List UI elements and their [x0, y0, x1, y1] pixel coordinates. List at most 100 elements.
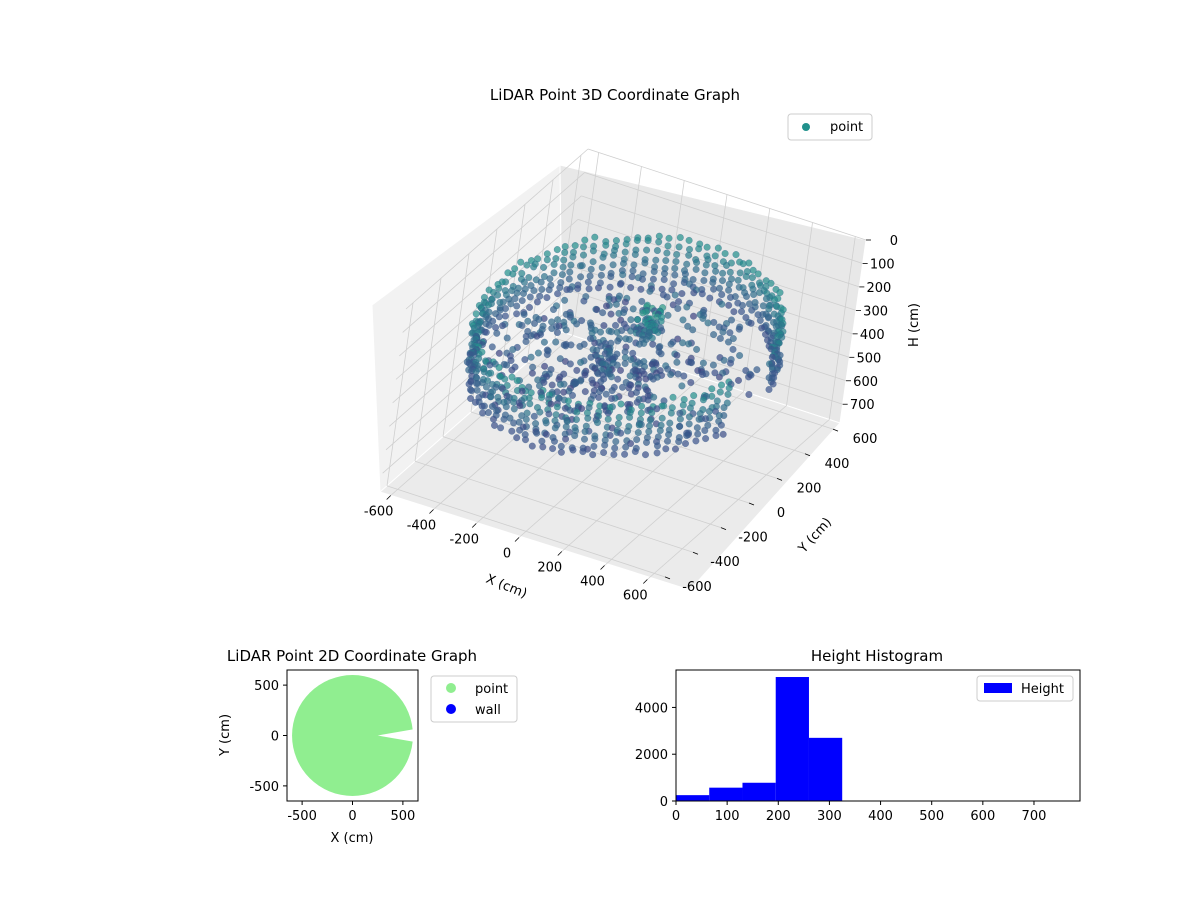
point-3d: [600, 322, 608, 330]
y-tick-label-3d: -600: [682, 580, 712, 595]
point-3d: [685, 236, 693, 244]
point-3d: [669, 393, 677, 401]
point-3d: [621, 348, 629, 356]
point-3d: [521, 356, 529, 364]
point-3d: [562, 342, 570, 350]
point-3d: [683, 431, 691, 440]
point-3d: [649, 375, 657, 383]
y-tick-label-2d: 500: [254, 679, 279, 694]
x-tick-label-histogram: 0: [672, 809, 680, 824]
point-3d: [732, 251, 740, 259]
point-3d: [530, 319, 539, 327]
point-3d: [543, 294, 551, 302]
legend-label-point-3d: point: [830, 120, 863, 135]
point-3d: [736, 351, 744, 360]
grid-line-y: [386, 302, 414, 486]
point-3d: [472, 310, 480, 318]
y-tick-label-3d: 0: [777, 506, 785, 521]
point-3d: [675, 298, 683, 306]
z-tick-label-3d: 0: [890, 234, 898, 249]
point-3d: [587, 265, 595, 273]
z-tick-label-3d: 700: [850, 398, 875, 413]
point-3d: [637, 409, 645, 417]
point-3d: [610, 450, 618, 459]
point-3d: [501, 375, 509, 383]
point-3d: [548, 324, 556, 333]
point-3d: [737, 308, 746, 316]
point-3d: [656, 426, 664, 435]
point-3d: [519, 289, 528, 298]
point-3d: [689, 326, 697, 334]
histogram-title: Height Histogram: [811, 647, 943, 665]
point-3d: [553, 403, 561, 411]
point-3d: [663, 293, 671, 301]
point-3d: [545, 410, 553, 418]
point-3d: [701, 426, 709, 435]
point-3d: [759, 302, 767, 310]
point-3d: [613, 328, 621, 336]
point-3d: [596, 328, 605, 336]
point-3d: [634, 429, 642, 437]
grid-line-z: [405, 148, 589, 310]
point-3d: [612, 300, 620, 308]
point-3d: [675, 438, 683, 446]
point-3d: [674, 304, 682, 313]
point-3d: [604, 409, 612, 417]
point-3d: [545, 286, 553, 294]
point-3d: [663, 437, 672, 445]
point-3d: [685, 251, 693, 259]
point-3d: [485, 321, 493, 329]
histogram-bar: [742, 782, 776, 801]
point-3d: [649, 275, 657, 283]
point-3d: [660, 276, 668, 284]
point-3d: [735, 325, 743, 333]
point-3d: [692, 265, 700, 273]
point-3d: [694, 430, 702, 438]
point-3d: [533, 429, 541, 437]
x-tick-label-3d: -200: [449, 533, 479, 548]
point-3d: [563, 286, 571, 294]
point-3d: [520, 278, 528, 286]
point-3d: [621, 298, 629, 306]
point-3d: [533, 298, 541, 306]
point-3d: [502, 403, 510, 411]
point-3d: [566, 360, 574, 368]
point-3d: [664, 365, 672, 373]
grid-line-y: [442, 436, 722, 528]
point-3d: [550, 260, 558, 268]
point-3d: [720, 404, 728, 412]
x-tick-label-2d: -500: [287, 809, 317, 824]
point-3d: [704, 421, 712, 429]
chart-2d: LiDAR Point 2D Coordinate Graph -500 0 500…: [218, 647, 518, 846]
z-tick-label-3d: 200: [867, 281, 892, 296]
point-3d: [745, 373, 753, 381]
point-3d: [638, 402, 646, 410]
x-tick-label-3d: 0: [503, 547, 511, 562]
x-tick-label-histogram: 100: [715, 809, 740, 824]
point-3d: [560, 388, 568, 396]
point-3d: [702, 261, 710, 269]
point-3d: [679, 339, 687, 347]
point-3d: [526, 293, 534, 301]
point-3d: [750, 290, 758, 299]
point-3d: [676, 409, 684, 417]
point-3d: [644, 396, 652, 404]
point-3d: [482, 328, 490, 336]
point-3d: [608, 394, 616, 403]
legend-marker-point-3d: [802, 123, 810, 131]
point-3d: [689, 275, 697, 284]
point-3d: [690, 392, 698, 400]
point-3d: [637, 285, 645, 293]
point-3d: [525, 273, 533, 282]
point-3d: [655, 238, 663, 246]
point-3d: [540, 338, 548, 346]
point-3d: [516, 426, 524, 434]
point-3d: [748, 306, 756, 314]
point-3d: [753, 366, 761, 374]
point-3d: [573, 366, 581, 374]
point-3d: [595, 393, 603, 401]
point-3d: [581, 371, 589, 379]
point-3d: [571, 242, 579, 250]
point-3d: [524, 317, 532, 325]
